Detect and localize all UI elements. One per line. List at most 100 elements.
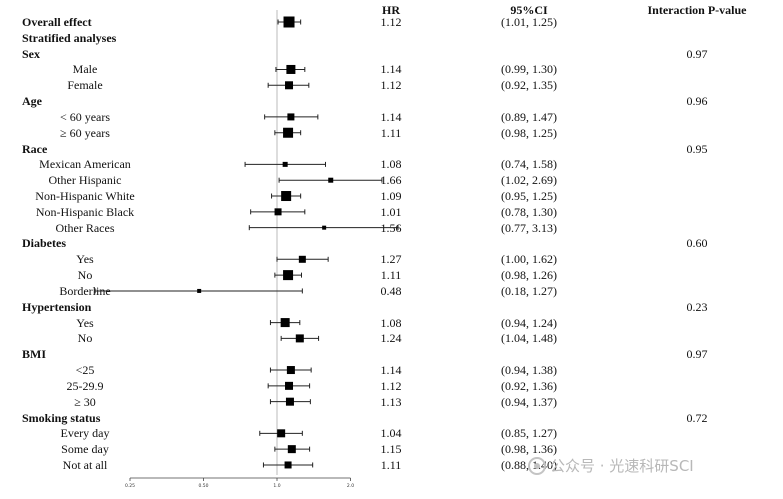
hr-point-marker <box>285 381 294 390</box>
wechat-icon <box>528 457 546 475</box>
section-label: Stratified analyses <box>22 30 117 45</box>
ci-value: (0.92, 1.35) <box>501 78 557 93</box>
hr-value: 1.11 <box>380 125 402 140</box>
hr-point-marker <box>298 255 306 263</box>
subgroup-label: No <box>77 268 93 283</box>
subgroup-label: ≥ 30 <box>74 394 96 409</box>
group-label: Age <box>22 94 42 109</box>
subgroup-label: Every day <box>60 426 110 441</box>
ci-value: (0.92, 1.36) <box>501 378 557 393</box>
hr-point-marker <box>295 334 304 343</box>
ci-value: (0.89, 1.47) <box>501 109 557 124</box>
hr-value: 1.11 <box>380 268 402 283</box>
hr-point-marker <box>282 161 288 167</box>
ci-value: (0.85, 1.27) <box>501 426 557 441</box>
subgroup-label: Male <box>72 62 98 77</box>
hr-value: 1.14 <box>380 363 402 378</box>
interaction-p-value: 0.60 <box>686 236 708 251</box>
x-tick-label: 1.0 <box>273 483 280 489</box>
ci-value: (0.18, 1.27) <box>501 283 557 298</box>
ci-value: (0.94, 1.38) <box>501 363 557 378</box>
hr-value: 1.08 <box>380 157 402 172</box>
hr-value: 1.08 <box>380 315 402 330</box>
subgroup-label: Non-Hispanic White <box>35 189 135 204</box>
group-label: Sex <box>22 46 40 61</box>
watermark: 公众号 · 光速科研SCI <box>528 455 694 476</box>
subgroup-label: <25 <box>75 363 95 378</box>
hr-point-marker <box>274 208 282 216</box>
subgroup-label: Not at all <box>62 457 108 472</box>
hr-value: 1.15 <box>380 442 402 457</box>
ci-value: (0.99, 1.30) <box>501 62 557 77</box>
interaction-p-value: 0.97 <box>686 46 708 61</box>
ci-value: (0.95, 1.25) <box>501 189 557 204</box>
hr-point-marker <box>322 225 327 230</box>
hr-point-marker <box>286 366 295 375</box>
hr-value: 1.14 <box>380 62 402 77</box>
subgroup-label: Non-Hispanic Black <box>35 204 135 219</box>
hr-point-marker <box>328 177 334 183</box>
hr-point-marker <box>277 429 286 438</box>
hr-point-marker <box>197 288 202 293</box>
hr-point-marker <box>283 16 295 28</box>
hr-value: 1.09 <box>380 189 402 204</box>
subgroup-label: < 60 years <box>59 109 111 124</box>
ci-value: (1.01, 1.25) <box>501 15 557 29</box>
hr-value: 1.11 <box>380 457 402 472</box>
hr-value: 1.04 <box>380 426 402 441</box>
ci-value: (0.94, 1.37) <box>501 394 557 409</box>
ci-value: (1.04, 1.48) <box>501 331 557 346</box>
group-label: Race <box>22 141 48 156</box>
hr-point-marker <box>286 64 296 74</box>
interaction-p-value: 0.95 <box>686 141 708 156</box>
hr-point-marker <box>287 113 295 121</box>
ci-value: (0.98, 1.25) <box>501 125 557 140</box>
hr-header: HR <box>382 3 400 17</box>
p-value-header: Interaction P-value <box>647 3 747 17</box>
subgroup-label: Yes <box>76 315 94 330</box>
hr-point-marker <box>283 270 294 281</box>
group-label: BMI <box>22 347 46 362</box>
hr-value: 1.66 <box>380 173 402 188</box>
hr-point-marker <box>281 191 292 202</box>
subgroup-label: Borderline <box>59 283 111 298</box>
ci-value: (1.02, 2.69) <box>501 173 557 188</box>
x-tick-label: 2.0 <box>347 483 354 489</box>
ci-value: (0.98, 1.36) <box>501 442 557 457</box>
ci-value: (1.00, 1.62) <box>501 252 557 267</box>
hr-value: 1.12 <box>380 378 402 393</box>
group-label: Diabetes <box>22 236 66 251</box>
ci-value: (0.78, 1.30) <box>501 204 557 219</box>
hr-point-marker <box>283 127 294 138</box>
overall-label: Overall effect <box>22 15 92 29</box>
interaction-p-value: 0.97 <box>686 347 708 362</box>
subgroup-label: Yes <box>76 252 94 267</box>
subgroup-label: Some day <box>61 442 109 457</box>
interaction-p-value: 0.96 <box>686 94 708 109</box>
hr-point-marker <box>287 445 296 454</box>
hr-value: 0.48 <box>380 283 402 298</box>
x-tick-label: 0.50 <box>198 483 208 489</box>
ci-value: (0.98, 1.26) <box>501 268 557 283</box>
ci-value: (0.74, 1.58) <box>501 157 557 172</box>
ci-value: (0.77, 3.13) <box>501 220 557 235</box>
group-label: Hypertension <box>22 299 92 314</box>
ci-value: (0.94, 1.24) <box>501 315 557 330</box>
hr-value: 1.24 <box>380 331 402 346</box>
hr-point-marker <box>285 81 294 90</box>
interaction-p-value: 0.23 <box>686 299 708 314</box>
subgroup-label: ≥ 60 years <box>60 125 110 140</box>
hr-value: 1.27 <box>380 252 402 267</box>
hr-value: 1.01 <box>380 204 402 219</box>
interaction-p-value: 0.72 <box>686 410 708 425</box>
hr-value: 1.12 <box>380 15 402 29</box>
hr-value: 1.13 <box>380 394 402 409</box>
subgroup-label: Mexican American <box>39 157 131 172</box>
hr-point-marker <box>280 318 290 328</box>
hr-value: 1.12 <box>380 78 402 93</box>
hr-point-marker <box>285 397 294 406</box>
subgroup-label: Other Races <box>55 220 115 235</box>
x-tick-label: 0.25 <box>125 483 135 489</box>
